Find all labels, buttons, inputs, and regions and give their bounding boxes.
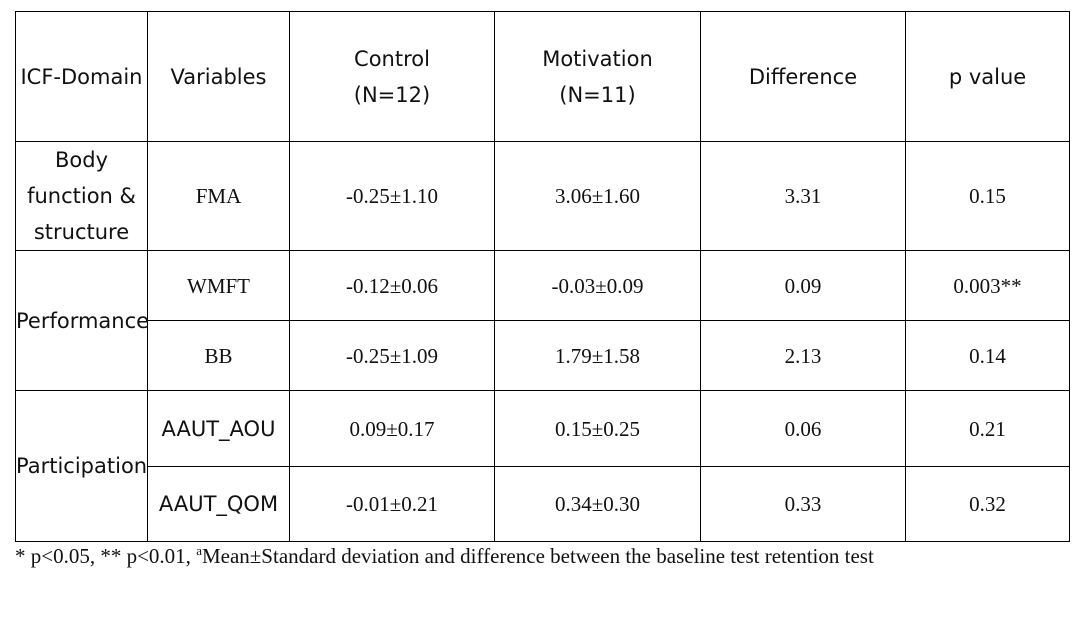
footnote-marker: a: [196, 543, 202, 558]
header-control-label: Control: [354, 46, 430, 71]
domain-participation: Participation: [15, 390, 148, 542]
table-row: Body function & structure FMA -0.25±1.10…: [15, 141, 1070, 251]
header-variables: Variables: [147, 11, 290, 142]
domain-line: Body: [54, 148, 108, 172]
header-p-value: p value: [905, 11, 1070, 142]
results-table: ICF-Domain Variables Control (N=12) Moti…: [15, 11, 1070, 542]
cell-variable: WMFT: [147, 250, 290, 321]
cell-control: -0.25±1.10: [289, 141, 495, 251]
cell-difference: 0.33: [700, 466, 906, 542]
cell-control: -0.25±1.09: [289, 320, 495, 391]
cell-motivation: -0.03±0.09: [494, 250, 701, 321]
domain-line: structure: [33, 220, 130, 244]
cell-variable: FMA: [147, 141, 290, 251]
cell-motivation: 0.15±0.25: [494, 390, 701, 467]
header-icf-domain: ICF-Domain: [15, 11, 148, 142]
table-row: BB -0.25±1.09 1.79±1.58 2.13 0.14: [16, 320, 1070, 391]
cell-variable: AAUT_AOU: [147, 390, 290, 467]
cell-difference: 0.09: [700, 250, 906, 321]
cell-p-value: 0.14: [905, 320, 1070, 391]
cell-p-value: 0.21: [905, 390, 1070, 467]
cell-control: 0.09±0.17: [289, 390, 495, 467]
table-footnote: * p<0.05, ** p<0.01, aMean±Standard devi…: [15, 538, 1069, 575]
cell-motivation: 0.34±0.30: [494, 466, 701, 542]
domain-performance: Performance: [15, 250, 149, 391]
header-motivation: Motivation (N=11): [494, 11, 701, 142]
cell-control: -0.01±0.21: [289, 466, 495, 542]
cell-motivation: 1.79±1.58: [494, 320, 701, 391]
cell-difference: 0.06: [700, 390, 906, 467]
table-row: Participation AAUT_AOU 0.09±0.17 0.15±0.…: [15, 390, 1070, 542]
header-control-n: (N=12): [353, 82, 431, 107]
footnote-significance: * p<0.05, ** p<0.01,: [15, 544, 197, 568]
footnote-text: Mean±Standard deviation and difference b…: [201, 544, 874, 568]
header-row: ICF-Domain Variables Control (N=12) Moti…: [15, 11, 1070, 142]
cell-difference: 2.13: [700, 320, 906, 391]
cell-difference: 3.31: [700, 141, 906, 251]
table-row: Performance WMFT -0.12±0.06 -0.03±0.09 0…: [15, 250, 1070, 391]
header-control: Control (N=12): [289, 11, 495, 142]
domain-body-function: Body function & structure: [15, 141, 148, 251]
cell-variable: AAUT_QOM: [147, 466, 290, 542]
header-difference: Difference: [700, 11, 906, 142]
cell-p-value: 0.32: [905, 466, 1070, 542]
cell-motivation: 3.06±1.60: [494, 141, 701, 251]
header-motivation-label: Motivation: [542, 46, 653, 71]
cell-p-value: 0.003**: [905, 250, 1070, 321]
header-motivation-n: (N=11): [559, 82, 636, 107]
cell-variable: BB: [147, 320, 290, 391]
domain-line: function &: [27, 184, 136, 208]
table-row: AAUT_QOM -0.01±0.21 0.34±0.30 0.33 0.32: [16, 466, 1070, 542]
cell-p-value: 0.15: [905, 141, 1070, 251]
cell-control: -0.12±0.06: [289, 250, 495, 321]
